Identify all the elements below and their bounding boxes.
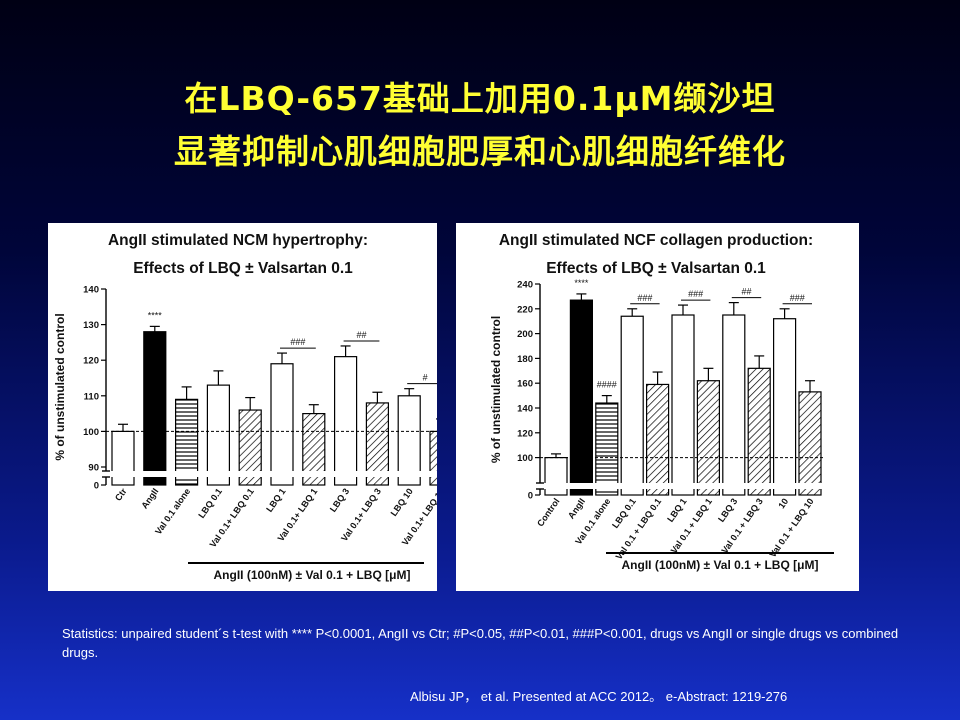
bar-axis-break: [206, 471, 231, 477]
bar-axis-break: [544, 483, 568, 489]
x-category-label: LBQ 0.1: [610, 496, 638, 530]
y-tick-label: 0: [528, 491, 533, 502]
bar-axis-break: [594, 483, 619, 489]
significance-label: ####: [597, 380, 617, 390]
bar: [798, 391, 822, 496]
bar-axis-break: [645, 483, 670, 489]
bar: [569, 299, 594, 496]
bar: [334, 356, 358, 486]
x-axis-label: AngII (100nM) ± Val 0.1 + LBQ [μM]: [214, 568, 411, 582]
bar: [722, 314, 746, 496]
chart-subtitle: Effects of LBQ ± Valsartan 0.1: [133, 260, 353, 277]
bar-axis-break: [721, 483, 746, 489]
citation: Albisu JP， et al. Presented at ACC 2012。…: [410, 689, 788, 704]
bar: [206, 384, 230, 486]
significance-label: ##: [356, 330, 366, 340]
bar-axis-break: [798, 483, 822, 489]
x-category-label: LBQ 3: [716, 496, 739, 523]
bar-axis-break: [365, 471, 390, 477]
bar-axis-break: [142, 471, 167, 477]
bar-axis-break: [772, 483, 797, 489]
y-tick-label: 120: [517, 428, 533, 439]
y-axis-label: % of unstimulated control: [489, 316, 503, 463]
x-category-label: Val 0.1 + LBQ 0.1: [614, 496, 664, 561]
x-axis-label: AngII (100nM) ± Val 0.1 + LBQ [μM]: [622, 558, 819, 572]
bar-axis-break: [238, 471, 263, 477]
y-tick-label: 100: [517, 453, 533, 464]
chart-hypertrophy: AngII stimulated NCM hypertrophy: Effects…: [53, 232, 437, 582]
x-category-label: LBQ 3: [328, 486, 351, 513]
bar-axis-break: [569, 483, 594, 489]
bar: [595, 402, 619, 496]
chart-panel-hypertrophy: AngII stimulated NCM hypertrophy: Effects…: [48, 223, 437, 591]
x-category-label: 10: [776, 496, 790, 510]
y-tick-label: 0: [94, 481, 99, 492]
x-category-label: LBQ 0.1: [196, 486, 224, 520]
x-category-label: Control: [535, 496, 562, 528]
bar-axis-break: [397, 471, 422, 477]
significance-label: ****: [574, 278, 589, 288]
significance-label: #: [423, 373, 428, 383]
y-tick-label: 220: [517, 304, 533, 315]
bar-axis-break: [696, 483, 721, 489]
bar: [696, 380, 720, 496]
bar: [620, 315, 644, 496]
chart-panel-collagen: AngII stimulated NCF collagen production…: [456, 223, 859, 591]
bar: [747, 367, 771, 496]
x-category-label: LBQ 1: [264, 486, 287, 513]
y-tick-label: 110: [84, 391, 99, 402]
bar: [544, 457, 568, 496]
x-category-label: Val 0.1 + LBQ 10: [767, 496, 815, 559]
x-category-label: LBQ 1: [665, 496, 688, 523]
y-tick-label: 240: [517, 280, 533, 291]
x-category-label: Ctr: [113, 486, 129, 503]
bar: [429, 430, 437, 486]
bar-axis-break: [671, 483, 695, 489]
bar: [270, 363, 294, 486]
y-tick-label: 180: [517, 354, 533, 365]
chart-subtitle: Effects of LBQ ± Valsartan 0.1: [546, 260, 766, 277]
y-axis-label: % of unstimulated control: [53, 313, 67, 460]
bar: [773, 318, 797, 496]
y-tick-label: 140: [517, 404, 533, 415]
y-tick-label: 160: [517, 379, 533, 390]
x-category-label: AngII: [139, 486, 160, 510]
slide-title-line1: 在LBQ-657基础上加用0.1μM缬沙坦: [184, 79, 776, 118]
y-tick-label: 120: [83, 356, 99, 367]
bar-axis-break: [747, 483, 772, 489]
statistics-note: Statistics: unpaired student´s t-test wi…: [62, 626, 899, 660]
y-tick-label: 90: [88, 463, 99, 474]
x-category-label: LBQ 10: [389, 486, 415, 518]
significance-label: ****: [148, 310, 163, 320]
significance-label: ###: [790, 293, 805, 303]
chart-title: AngII stimulated NCF collagen production…: [499, 232, 813, 249]
significance-label: ###: [637, 293, 652, 303]
slide-title-line2: 显著抑制心肌细胞肥厚和心肌细胞纤维化: [174, 132, 786, 171]
significance-label: ###: [688, 289, 703, 299]
y-tick-label: 140: [83, 285, 99, 296]
y-tick-label: 130: [83, 320, 99, 331]
bar: [646, 383, 670, 496]
y-tick-label: 100: [83, 427, 99, 438]
bar-axis-break: [429, 471, 437, 477]
x-category-label: AngII: [566, 496, 587, 520]
bar-axis-break: [301, 471, 326, 477]
chart-collagen: AngII stimulated NCF collagen production…: [489, 232, 834, 572]
significance-label: ##: [741, 287, 751, 297]
bar: [143, 331, 167, 486]
y-tick-label: 200: [517, 329, 533, 340]
significance-label: ###: [290, 337, 305, 347]
bar-axis-break: [111, 471, 135, 477]
bar-axis-break: [620, 483, 645, 489]
chart-title: AngII stimulated NCM hypertrophy:: [108, 232, 368, 249]
bar-axis-break: [174, 471, 199, 477]
bar-axis-break: [333, 471, 358, 477]
bar: [671, 314, 695, 496]
bar-axis-break: [270, 471, 294, 477]
